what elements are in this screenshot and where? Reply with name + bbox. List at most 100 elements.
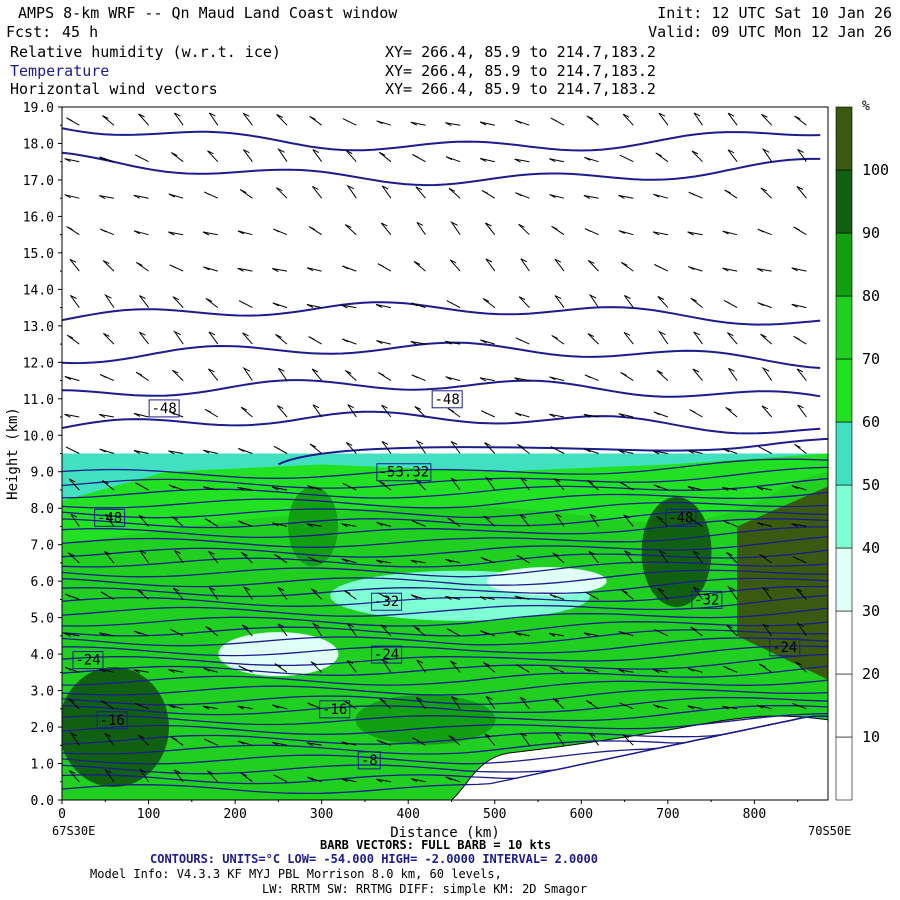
contour-label: -24 [75, 653, 100, 669]
wind-barb [794, 115, 807, 126]
wind-barb [347, 404, 357, 418]
wind-barb [514, 377, 530, 382]
wind-barb [624, 550, 634, 564]
y-axis-label: Height (km) [5, 407, 21, 500]
colorbar-segment [835, 358, 853, 423]
wind-barb [311, 368, 323, 381]
wind-barb [276, 114, 288, 126]
wind-barb [101, 480, 115, 491]
wind-barb [241, 552, 253, 564]
wind-barb [690, 297, 703, 308]
wind-barb [104, 513, 115, 527]
wind-barb [618, 230, 634, 236]
contour-label: -48 [668, 510, 693, 526]
y-tick-label: 4.0 [31, 648, 54, 663]
wind-barb [548, 632, 565, 637]
contour-label-box [665, 508, 697, 527]
wind-barb [584, 448, 599, 454]
wind-barb [516, 554, 530, 564]
colorbar-segment [835, 610, 853, 675]
wind-barb [139, 295, 149, 308]
wind-barb [272, 704, 288, 710]
wind-barb [725, 406, 738, 418]
wind-barb [238, 448, 253, 454]
right-endpoint-label: 70S50E [808, 824, 852, 838]
wind-barb [555, 513, 565, 527]
wind-barb [690, 626, 703, 637]
contour-label-box [72, 651, 104, 670]
x-tick-label: 800 [743, 807, 766, 822]
wind-barb [758, 446, 772, 454]
wind-barb [381, 185, 392, 199]
wind-barb [169, 264, 184, 272]
x-tick-label: 700 [656, 807, 679, 822]
wind-barb [273, 445, 288, 454]
wind-barb [551, 335, 565, 345]
y-tick-label: 17.0 [23, 174, 54, 189]
wind-barb [240, 406, 253, 418]
wind-barb [518, 223, 530, 236]
colorbar-segment [835, 484, 853, 549]
temperature-contour [62, 549, 828, 568]
contour-label-box [769, 638, 801, 657]
wind-barb [448, 735, 461, 746]
y-tick-label: 19.0 [23, 101, 54, 116]
wind-barb [241, 624, 253, 637]
wind-barb [413, 626, 426, 637]
wind-barb [480, 410, 496, 418]
wind-barb [411, 374, 426, 382]
wind-barb [757, 302, 772, 309]
wind-barb [584, 374, 599, 382]
temperature-contour [62, 466, 828, 489]
wind-barb [344, 370, 357, 381]
wind-barb [342, 118, 357, 126]
wind-barb [692, 368, 703, 381]
wind-barb [583, 195, 599, 199]
wind-barb [69, 731, 80, 746]
wind-barb [549, 593, 565, 600]
wind-barb [552, 698, 565, 710]
wind-barb [237, 705, 253, 710]
field-rh-xy: XY= 266.4, 85.9 to 214.7,183.2 [385, 43, 656, 61]
contour-label: -24 [374, 647, 399, 663]
wind-barb [410, 341, 426, 345]
temperature-contour [62, 637, 828, 657]
wind-barb [412, 737, 426, 746]
wind-barb [583, 413, 599, 418]
wind-barb [589, 732, 599, 746]
contour-label-box [431, 390, 463, 409]
wind-barb [554, 258, 565, 272]
wind-barb [100, 700, 115, 710]
wind-barb [447, 407, 461, 418]
wind-barb [274, 554, 288, 564]
wind-barb [551, 225, 565, 236]
wind-barb [312, 185, 323, 199]
wind-barb [99, 632, 115, 637]
wind-barb [760, 333, 773, 345]
wind-barb [307, 485, 322, 491]
wind-barb [618, 669, 634, 674]
wind-barb [173, 330, 184, 345]
wind-barb [137, 734, 149, 746]
wind-barb [243, 149, 253, 162]
wind-barb [203, 191, 219, 199]
temperature-contour [62, 536, 828, 558]
wind-barb [618, 449, 634, 454]
wind-barb [445, 558, 461, 564]
wind-barb [549, 194, 565, 199]
wind-barb [514, 595, 530, 600]
wind-barb [64, 666, 80, 673]
wind-barb [724, 189, 738, 199]
wind-barb [618, 194, 634, 199]
wind-barb [207, 770, 219, 783]
rh-dry-pocket [486, 567, 607, 596]
temperature-contour [62, 679, 828, 696]
wind-barb [794, 443, 807, 454]
wind-barb [415, 439, 426, 454]
wind-barb [344, 224, 357, 236]
wind-barb [550, 446, 565, 454]
wind-barb [168, 704, 184, 710]
wind-barb [795, 588, 807, 600]
temperature-contour [62, 704, 828, 726]
wind-barb [410, 594, 426, 600]
